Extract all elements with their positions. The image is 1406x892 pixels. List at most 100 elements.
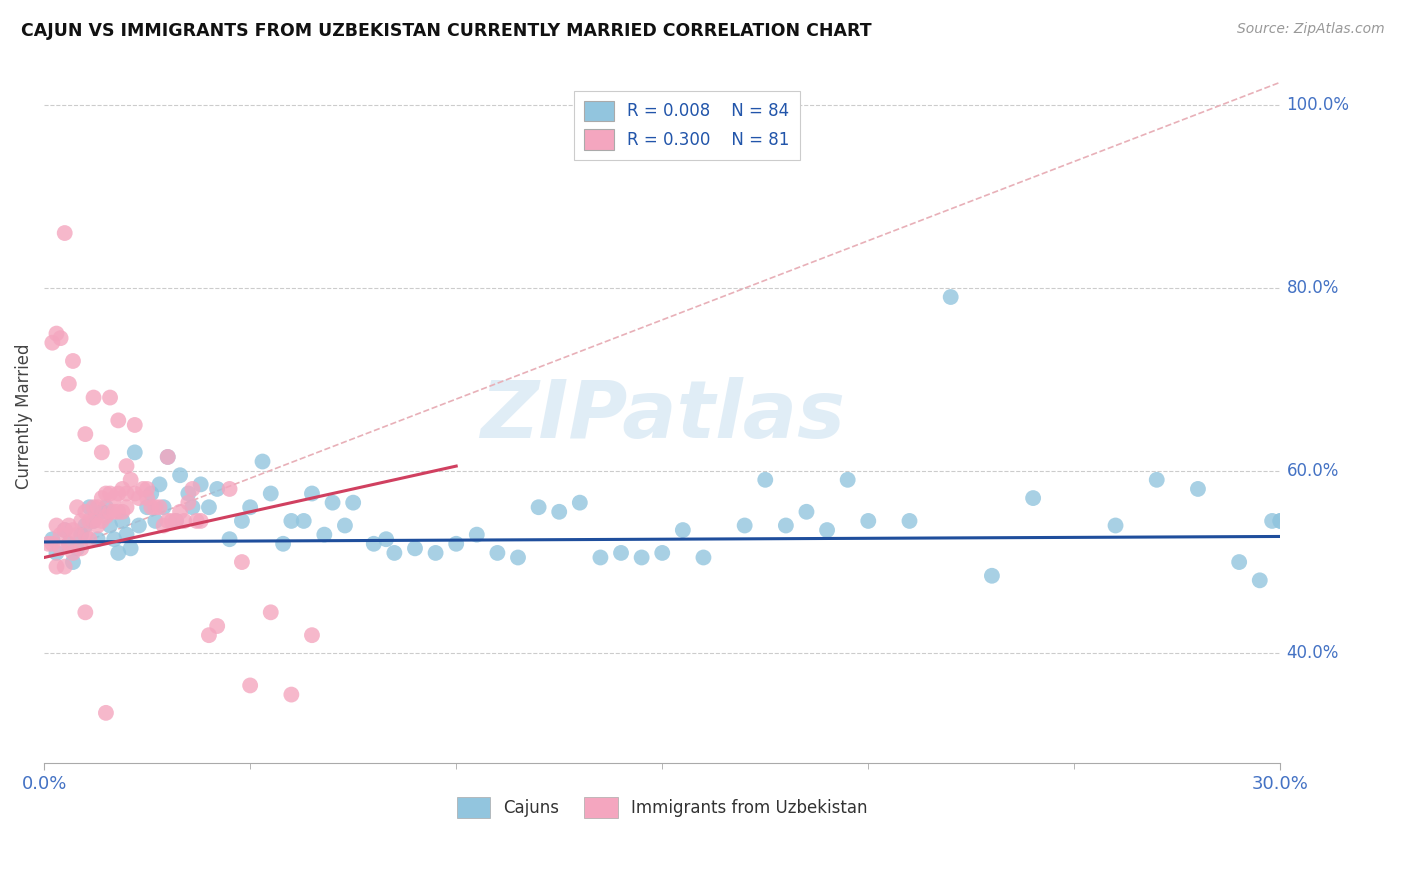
Point [62, 523, 84, 537]
Point [260, 605, 283, 619]
Point [62, 555, 84, 569]
Point [58, 518, 80, 533]
Point [218, 482, 240, 496]
Point [70, 527, 93, 541]
Point [107, 413, 129, 427]
Point [980, 568, 1002, 582]
Point [169, 468, 191, 483]
Point [444, 537, 467, 551]
Point [1249, 574, 1271, 588]
Point [384, 546, 406, 560]
Point [672, 523, 695, 537]
Point [301, 628, 323, 642]
Point [177, 486, 200, 500]
Point [86, 500, 108, 515]
Point [41, 537, 63, 551]
Point [1104, 518, 1126, 533]
Point [589, 550, 612, 565]
Point [141, 500, 163, 515]
Point [1022, 491, 1045, 505]
Point [898, 514, 921, 528]
Point [94, 509, 117, 524]
Point [58, 537, 80, 551]
Point [506, 550, 529, 565]
Point [103, 491, 125, 505]
Point [754, 473, 776, 487]
Point [465, 527, 488, 541]
Text: ZIPatlas: ZIPatlas [479, 376, 845, 455]
Point [53, 559, 76, 574]
Point [49, 331, 72, 345]
Point [86, 532, 108, 546]
Point [314, 527, 336, 541]
Point [115, 500, 138, 515]
Point [205, 482, 228, 496]
Point [231, 514, 253, 528]
Point [796, 505, 818, 519]
Point [1227, 555, 1250, 569]
Point [49, 541, 72, 556]
Point [165, 514, 187, 528]
Point [94, 486, 117, 500]
Point [111, 505, 134, 519]
Text: CAJUN VS IMMIGRANTS FROM UZBEKISTAN CURRENTLY MARRIED CORRELATION CHART: CAJUN VS IMMIGRANTS FROM UZBEKISTAN CURR… [21, 22, 872, 40]
Point [145, 514, 167, 528]
Point [75, 605, 97, 619]
Y-axis label: Currently Married: Currently Married [15, 343, 32, 489]
Point [75, 505, 97, 519]
Point [177, 496, 200, 510]
Point [169, 505, 191, 519]
Text: 40.0%: 40.0% [1286, 644, 1339, 663]
Point [375, 532, 398, 546]
Point [83, 514, 105, 528]
Point [41, 532, 63, 546]
Point [568, 496, 591, 510]
Point [90, 491, 112, 505]
Point [156, 450, 179, 464]
Point [186, 514, 208, 528]
Point [128, 518, 150, 533]
Point [53, 523, 76, 537]
Point [156, 450, 179, 464]
Point [75, 527, 97, 541]
Point [124, 486, 146, 500]
Point [98, 486, 121, 500]
Point [1270, 514, 1292, 528]
Point [62, 546, 84, 560]
Point [75, 427, 97, 442]
Point [165, 514, 187, 528]
Point [120, 473, 142, 487]
Point [486, 546, 509, 560]
Point [630, 550, 652, 565]
Point [651, 546, 673, 560]
Point [107, 505, 129, 519]
Point [425, 546, 447, 560]
Text: Source: ZipAtlas.com: Source: ZipAtlas.com [1237, 22, 1385, 37]
Point [145, 500, 167, 515]
Point [41, 335, 63, 350]
Point [115, 527, 138, 541]
Point [90, 505, 112, 519]
Point [939, 290, 962, 304]
Point [1146, 473, 1168, 487]
Point [292, 514, 315, 528]
Point [837, 473, 859, 487]
Point [301, 486, 323, 500]
Point [115, 459, 138, 474]
Point [252, 454, 274, 468]
Point [692, 550, 714, 565]
Point [66, 527, 89, 541]
Point [136, 491, 159, 505]
Point [103, 505, 125, 519]
Point [610, 546, 633, 560]
Point [148, 477, 170, 491]
Point [363, 537, 385, 551]
Point [75, 518, 97, 533]
Point [260, 486, 283, 500]
Point [181, 500, 204, 515]
Point [79, 500, 101, 515]
Point [94, 500, 117, 515]
Point [53, 226, 76, 240]
Point [70, 514, 93, 528]
Point [45, 326, 67, 341]
